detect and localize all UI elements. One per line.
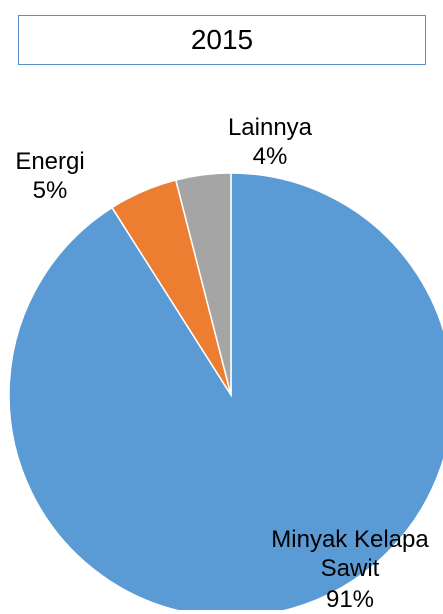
- chart-title: 2015: [18, 15, 426, 65]
- pie-slice: [174, 172, 232, 396]
- slice-value-label: 5%: [32, 177, 68, 204]
- pie-slice: [8, 172, 443, 610]
- slice-value-label: 91%: [325, 586, 375, 613]
- slice-value-label: 4%: [252, 143, 288, 170]
- slice-label: Lainnya: [227, 114, 313, 141]
- slice-label: Minyak Kelapa Sawit: [271, 526, 429, 582]
- slice-label: Energi: [15, 148, 85, 175]
